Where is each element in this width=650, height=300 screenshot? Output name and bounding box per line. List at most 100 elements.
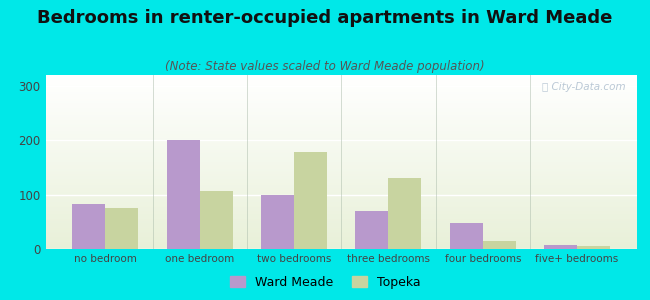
Bar — [46, 200, 637, 202]
Bar — [46, 212, 637, 214]
Bar — [46, 172, 637, 174]
Bar — [46, 166, 637, 167]
Bar — [46, 101, 637, 103]
Bar — [46, 124, 637, 125]
Bar — [46, 85, 637, 87]
Bar — [46, 242, 637, 244]
Bar — [46, 232, 637, 233]
Bar — [46, 238, 637, 240]
Bar — [46, 221, 637, 223]
Bar — [46, 138, 637, 140]
Bar — [46, 106, 637, 108]
Bar — [389, 178, 421, 249]
Bar — [450, 223, 483, 249]
Bar — [46, 89, 637, 91]
Bar — [46, 118, 637, 120]
Bar — [46, 157, 637, 158]
Bar — [46, 98, 637, 99]
Bar — [46, 127, 637, 129]
Bar — [46, 167, 637, 169]
Bar — [46, 153, 637, 155]
Bar — [46, 164, 637, 166]
Bar — [46, 160, 637, 162]
Bar — [46, 152, 637, 153]
Bar — [46, 237, 637, 239]
Bar — [483, 241, 516, 249]
Bar — [46, 132, 637, 134]
Bar — [46, 79, 637, 80]
Bar — [46, 247, 637, 249]
Text: (Note: State values scaled to Ward Meade population): (Note: State values scaled to Ward Meade… — [165, 60, 485, 73]
Legend: Ward Meade, Topeka: Ward Meade, Topeka — [225, 271, 425, 294]
Bar — [46, 84, 637, 85]
Bar — [46, 94, 637, 96]
Bar — [46, 134, 637, 136]
Bar — [46, 209, 637, 211]
Bar — [46, 206, 637, 207]
Bar — [46, 184, 637, 186]
Bar — [46, 103, 637, 105]
Bar — [46, 178, 637, 179]
Bar — [46, 129, 637, 131]
Bar — [46, 113, 637, 115]
Bar — [46, 87, 637, 89]
Bar — [46, 207, 637, 209]
Bar — [46, 225, 637, 226]
Bar — [46, 202, 637, 204]
Bar — [46, 190, 637, 192]
Bar — [46, 171, 637, 172]
Bar — [46, 140, 637, 141]
Bar — [46, 199, 637, 200]
Bar — [46, 219, 637, 221]
Bar — [46, 183, 637, 184]
Bar — [46, 82, 637, 84]
Bar — [46, 91, 637, 92]
Bar — [46, 216, 637, 218]
Bar — [46, 169, 637, 171]
Bar — [46, 77, 637, 79]
Bar — [46, 120, 637, 122]
Bar — [46, 136, 637, 138]
Bar — [46, 141, 637, 143]
Bar — [46, 235, 637, 237]
Bar — [46, 204, 637, 206]
Bar — [46, 146, 637, 148]
Bar — [577, 246, 610, 249]
Bar — [46, 80, 637, 82]
Bar — [166, 140, 200, 249]
Bar — [46, 143, 637, 145]
Bar — [46, 240, 637, 242]
Bar — [46, 125, 637, 127]
Bar — [46, 245, 637, 247]
Bar — [46, 112, 637, 113]
Bar — [46, 145, 637, 146]
Bar — [200, 191, 233, 249]
Bar — [46, 75, 637, 77]
Bar — [46, 230, 637, 232]
Bar — [46, 122, 637, 124]
Bar — [46, 226, 637, 228]
Bar — [46, 162, 637, 164]
Bar — [46, 176, 637, 178]
Bar — [46, 108, 637, 110]
Bar — [46, 223, 637, 225]
Bar — [46, 181, 637, 183]
Bar — [46, 195, 637, 197]
Bar — [72, 204, 105, 249]
Bar — [46, 150, 637, 152]
Bar — [46, 117, 637, 118]
Bar — [46, 96, 637, 98]
Bar — [46, 115, 637, 117]
Text: Ⓣ City-Data.com: Ⓣ City-Data.com — [541, 82, 625, 92]
Bar — [46, 92, 637, 94]
Bar — [46, 174, 637, 176]
Bar — [356, 211, 389, 249]
Bar — [46, 211, 637, 212]
Bar — [46, 193, 637, 195]
Bar — [261, 195, 294, 249]
Bar — [46, 105, 637, 106]
Bar — [46, 197, 637, 199]
Bar — [46, 218, 637, 219]
Bar — [46, 155, 637, 157]
Bar — [46, 244, 637, 245]
